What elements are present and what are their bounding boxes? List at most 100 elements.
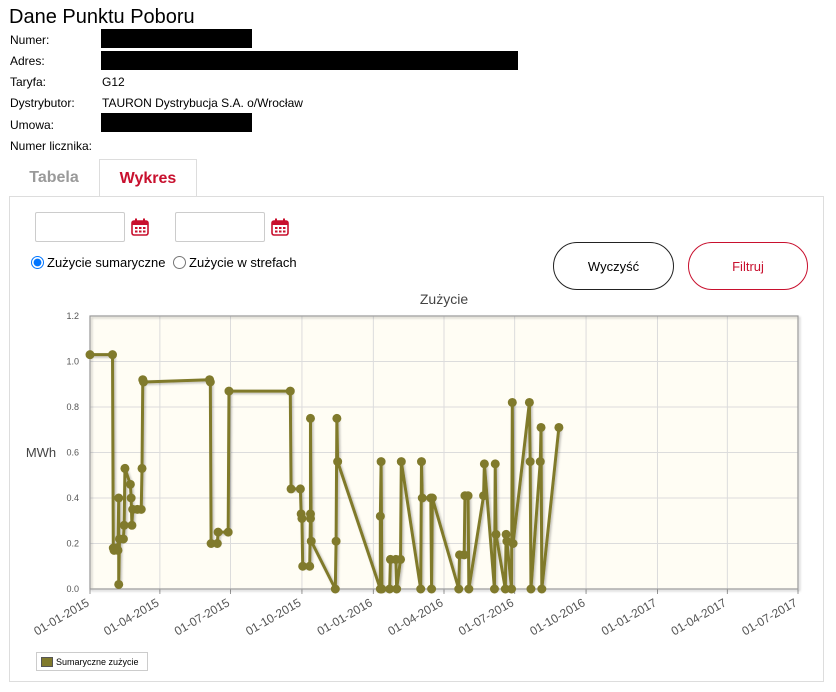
- data-point: [223, 527, 233, 537]
- legend-series-label: Sumaryczne zużycie: [56, 656, 139, 667]
- data-point: [136, 504, 146, 514]
- x-tick-label: 01-07-2017: [739, 595, 799, 638]
- data-point: [286, 484, 296, 494]
- y-tick-label: 1.2: [66, 311, 79, 321]
- data-point: [479, 459, 489, 469]
- data-point: [213, 527, 223, 537]
- y-tick-label: 0.0: [66, 584, 79, 594]
- data-point: [459, 550, 469, 560]
- tab-bar-baseline: [197, 196, 824, 197]
- radio-total-input[interactable]: [31, 256, 44, 269]
- data-point: [113, 545, 123, 555]
- x-tick-label: 01-10-2015: [243, 595, 303, 638]
- clear-button[interactable]: Wyczyść: [553, 242, 674, 290]
- data-point: [537, 584, 547, 594]
- data-point: [297, 513, 307, 523]
- data-point: [525, 457, 535, 467]
- date-from-input[interactable]: [35, 212, 125, 242]
- x-tick-label: 01-01-2016: [315, 595, 375, 638]
- calendar-icon[interactable]: [130, 217, 150, 237]
- contract-label: Umowa:: [10, 118, 55, 132]
- data-point: [427, 493, 437, 503]
- x-tick-label: 01-07-2015: [172, 595, 232, 638]
- data-point: [416, 457, 426, 467]
- date-to-input[interactable]: [175, 212, 265, 242]
- data-point: [118, 534, 128, 544]
- x-tick-label: 01-04-2016: [385, 595, 445, 638]
- data-point: [507, 584, 517, 594]
- distributor-label: Dystrybutor:: [10, 96, 75, 110]
- data-point: [137, 463, 147, 473]
- chart-legend: Sumaryczne zużycie: [36, 652, 148, 671]
- data-point: [139, 377, 149, 387]
- data-point: [454, 584, 464, 594]
- distributor-value: TAURON Dystrybucja S.A. o/Wrocław: [102, 96, 303, 110]
- number-label: Numer:: [10, 33, 50, 47]
- meter-number-label: Numer licznika:: [10, 139, 93, 153]
- y-tick-label: 0.2: [66, 539, 79, 549]
- y-tick-label: 0.4: [66, 493, 79, 503]
- data-point: [464, 584, 474, 594]
- data-point: [224, 386, 234, 396]
- data-point: [305, 413, 315, 423]
- data-point: [417, 493, 427, 503]
- tariff-value: G12: [102, 75, 125, 89]
- data-point: [524, 397, 534, 407]
- data-point: [392, 584, 402, 594]
- radio-total-consumption[interactable]: Zużycie sumaryczne: [31, 255, 165, 270]
- radio-zone-consumption[interactable]: Zużycie w strefach: [173, 255, 297, 270]
- data-point: [333, 457, 343, 467]
- data-point: [108, 350, 118, 360]
- data-point: [479, 491, 489, 501]
- data-point: [114, 493, 124, 503]
- legend-swatch: [41, 656, 53, 667]
- data-point: [285, 386, 295, 396]
- data-point: [416, 584, 426, 594]
- data-point: [376, 457, 386, 467]
- data-point: [375, 511, 385, 521]
- y-tick-label: 0.6: [66, 448, 79, 458]
- calendar-icon[interactable]: [270, 217, 290, 237]
- data-point: [427, 584, 437, 594]
- data-point: [114, 579, 124, 589]
- data-point: [332, 413, 342, 423]
- data-point: [126, 493, 136, 503]
- y-tick-label: 1.0: [66, 357, 79, 367]
- data-point: [305, 513, 315, 523]
- data-point: [305, 561, 315, 571]
- data-point: [508, 539, 518, 548]
- data-point: [306, 536, 316, 546]
- data-point: [295, 484, 305, 494]
- data-point: [205, 377, 215, 387]
- radio-zones-label: Zużycie w strefach: [189, 255, 297, 270]
- x-tick-label: 01-01-2017: [599, 595, 659, 638]
- data-point: [330, 584, 340, 594]
- data-point: [120, 463, 130, 473]
- data-point: [377, 584, 387, 594]
- tab-wykres[interactable]: Wykres: [99, 159, 197, 197]
- filter-button[interactable]: Filtruj: [688, 242, 808, 290]
- x-tick-label: 01-01-2015: [31, 595, 91, 638]
- data-point: [119, 520, 129, 530]
- x-tick-label: 01-04-2015: [101, 595, 161, 638]
- data-point: [127, 520, 137, 530]
- y-axis-label: MWh: [26, 445, 56, 460]
- data-point: [491, 529, 501, 539]
- address-value-redacted: [101, 51, 518, 70]
- data-point: [554, 422, 564, 432]
- data-point: [212, 539, 222, 548]
- data-point: [490, 459, 500, 469]
- chart-title: Zużycie: [420, 291, 468, 307]
- x-tick-label: 01-10-2016: [527, 595, 587, 638]
- radio-total-label: Zużycie sumaryczne: [47, 255, 166, 270]
- x-tick-label: 01-07-2016: [456, 595, 516, 638]
- data-point: [463, 491, 473, 501]
- data-point: [535, 457, 545, 467]
- data-point: [85, 350, 95, 360]
- tariff-label: Taryfa:: [10, 75, 47, 89]
- data-point: [526, 584, 536, 594]
- radio-zones-input[interactable]: [173, 256, 186, 269]
- data-point: [489, 584, 499, 594]
- address-label: Adres:: [10, 54, 45, 68]
